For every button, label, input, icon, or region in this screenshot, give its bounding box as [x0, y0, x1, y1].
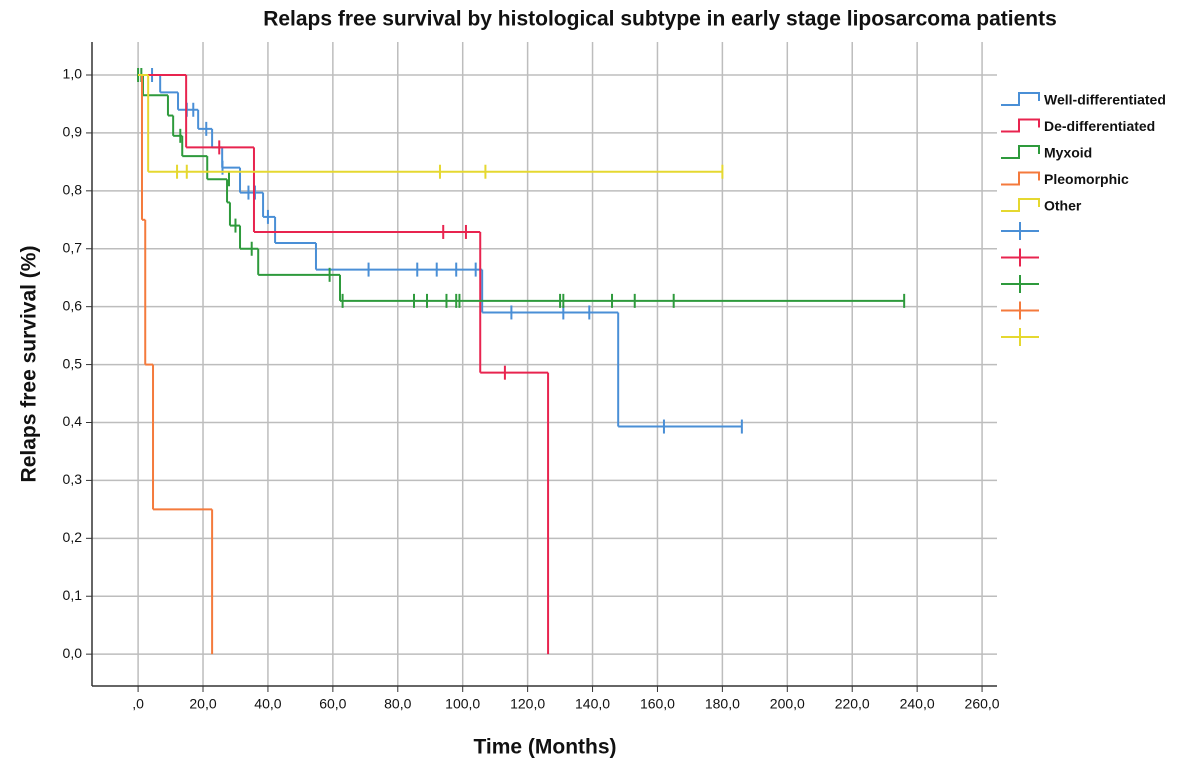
x-tick-label: 100,0	[445, 696, 480, 712]
y-tick-label: 0,3	[63, 471, 83, 487]
y-tick-label: 0,2	[63, 529, 83, 545]
legend-swatch	[1001, 171, 1040, 186]
y-tick-label: 0,7	[63, 239, 83, 255]
legend-label: Pleomorphic	[1044, 171, 1129, 187]
x-tick-label: 200,0	[770, 696, 805, 712]
legend-label: Other	[1044, 198, 1082, 214]
legend-swatch	[1001, 198, 1040, 212]
y-tick-label: 0,6	[63, 297, 83, 313]
x-tick-label: 40,0	[254, 696, 281, 712]
y-tick-label: 0,0	[63, 645, 83, 661]
x-tick-label: 180,0	[705, 696, 740, 712]
x-tick-label: 80,0	[384, 696, 411, 712]
x-tick-label: 140,0	[575, 696, 610, 712]
y-tick-label: 1,0	[63, 66, 83, 82]
legend-swatch	[1001, 118, 1040, 133]
y-tick-label: 0,1	[63, 587, 83, 603]
x-axis-label: Time (Months)	[473, 736, 616, 759]
x-tick-label: 20,0	[189, 696, 216, 712]
y-tick-label: 0,8	[63, 182, 83, 198]
x-tick-label: 60,0	[319, 696, 346, 712]
chart-title: Relaps free survival by histological sub…	[263, 8, 1057, 31]
y-axis-label: Relaps free survival (%)	[18, 246, 41, 483]
legend-label: Well-differentiated	[1044, 92, 1166, 108]
y-tick-label: 0,4	[63, 413, 83, 429]
x-tick-label: 260,0	[965, 696, 1000, 712]
legend-swatch	[1001, 92, 1040, 106]
y-tick-label: 0,9	[63, 124, 83, 140]
y-tick-label: 0,5	[63, 355, 83, 371]
x-tick-label: 160,0	[640, 696, 675, 712]
legend-label: Myxoid	[1044, 145, 1092, 161]
legend-label: De-differentiated	[1044, 118, 1155, 134]
legend-swatch	[1001, 145, 1040, 159]
x-tick-label: 220,0	[835, 696, 870, 712]
x-tick-label: 120,0	[510, 696, 545, 712]
x-tick-label: 240,0	[900, 696, 935, 712]
x-tick-label: ,0	[132, 696, 144, 712]
